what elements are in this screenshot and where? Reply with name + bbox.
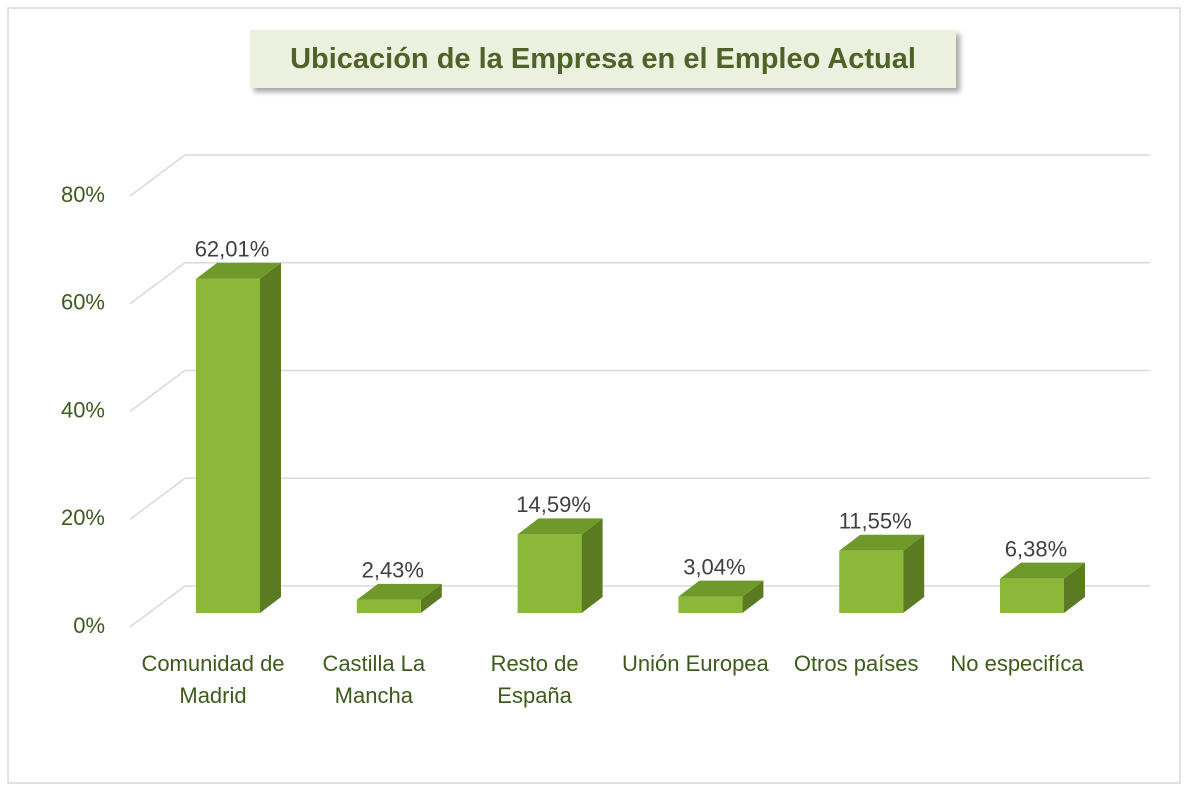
bar-top <box>517 518 603 535</box>
bar-side <box>420 583 442 613</box>
chart-title: Ubicación de la Empresa en el Empleo Act… <box>250 30 956 88</box>
grid-line-side <box>129 369 186 413</box>
bar-side <box>903 534 925 613</box>
bar-top <box>1000 562 1085 579</box>
bar <box>356 599 421 613</box>
chart-frame <box>7 7 1181 784</box>
bar-side <box>581 518 603 613</box>
bar-side <box>742 580 764 613</box>
x-tick-label: Otros países <box>793 651 919 676</box>
value-label: 11,55% <box>839 509 912 534</box>
y-tick-label: 80% <box>61 182 105 207</box>
value-label: 3,04% <box>683 554 745 579</box>
grid-line-side <box>129 154 186 197</box>
x-tick-label: Comunidad de Madrid <box>141 651 285 708</box>
y-tick-label: 20% <box>61 505 105 530</box>
bar-side <box>1064 562 1085 613</box>
y-tick-label: 60% <box>61 290 105 315</box>
value-label: 14,59% <box>516 492 591 517</box>
value-label: 2,43% <box>362 558 424 583</box>
bar-top <box>839 534 925 551</box>
value-label: 6,38% <box>1005 536 1067 561</box>
value-label: 62,01% <box>195 237 270 262</box>
grid-line-side <box>129 585 186 628</box>
bar-top <box>196 262 281 279</box>
x-tick-label: No especifíca <box>950 651 1084 676</box>
x-tick-label: Castilla La Mancha <box>322 651 426 708</box>
bar <box>678 596 743 613</box>
bar <box>1000 578 1064 613</box>
y-tick-label: 0% <box>73 613 105 638</box>
x-tick-label: Resto de España <box>490 651 579 708</box>
grid-line-side <box>129 477 186 520</box>
bar-side <box>260 262 281 613</box>
bar-top <box>678 580 764 597</box>
grid-line-side <box>129 262 186 305</box>
y-tick-label: 40% <box>61 397 105 422</box>
bar-top <box>356 583 442 600</box>
bar <box>839 550 904 613</box>
bar <box>196 278 260 613</box>
bar <box>517 534 582 613</box>
x-tick-label: Unión Europea <box>622 651 769 676</box>
